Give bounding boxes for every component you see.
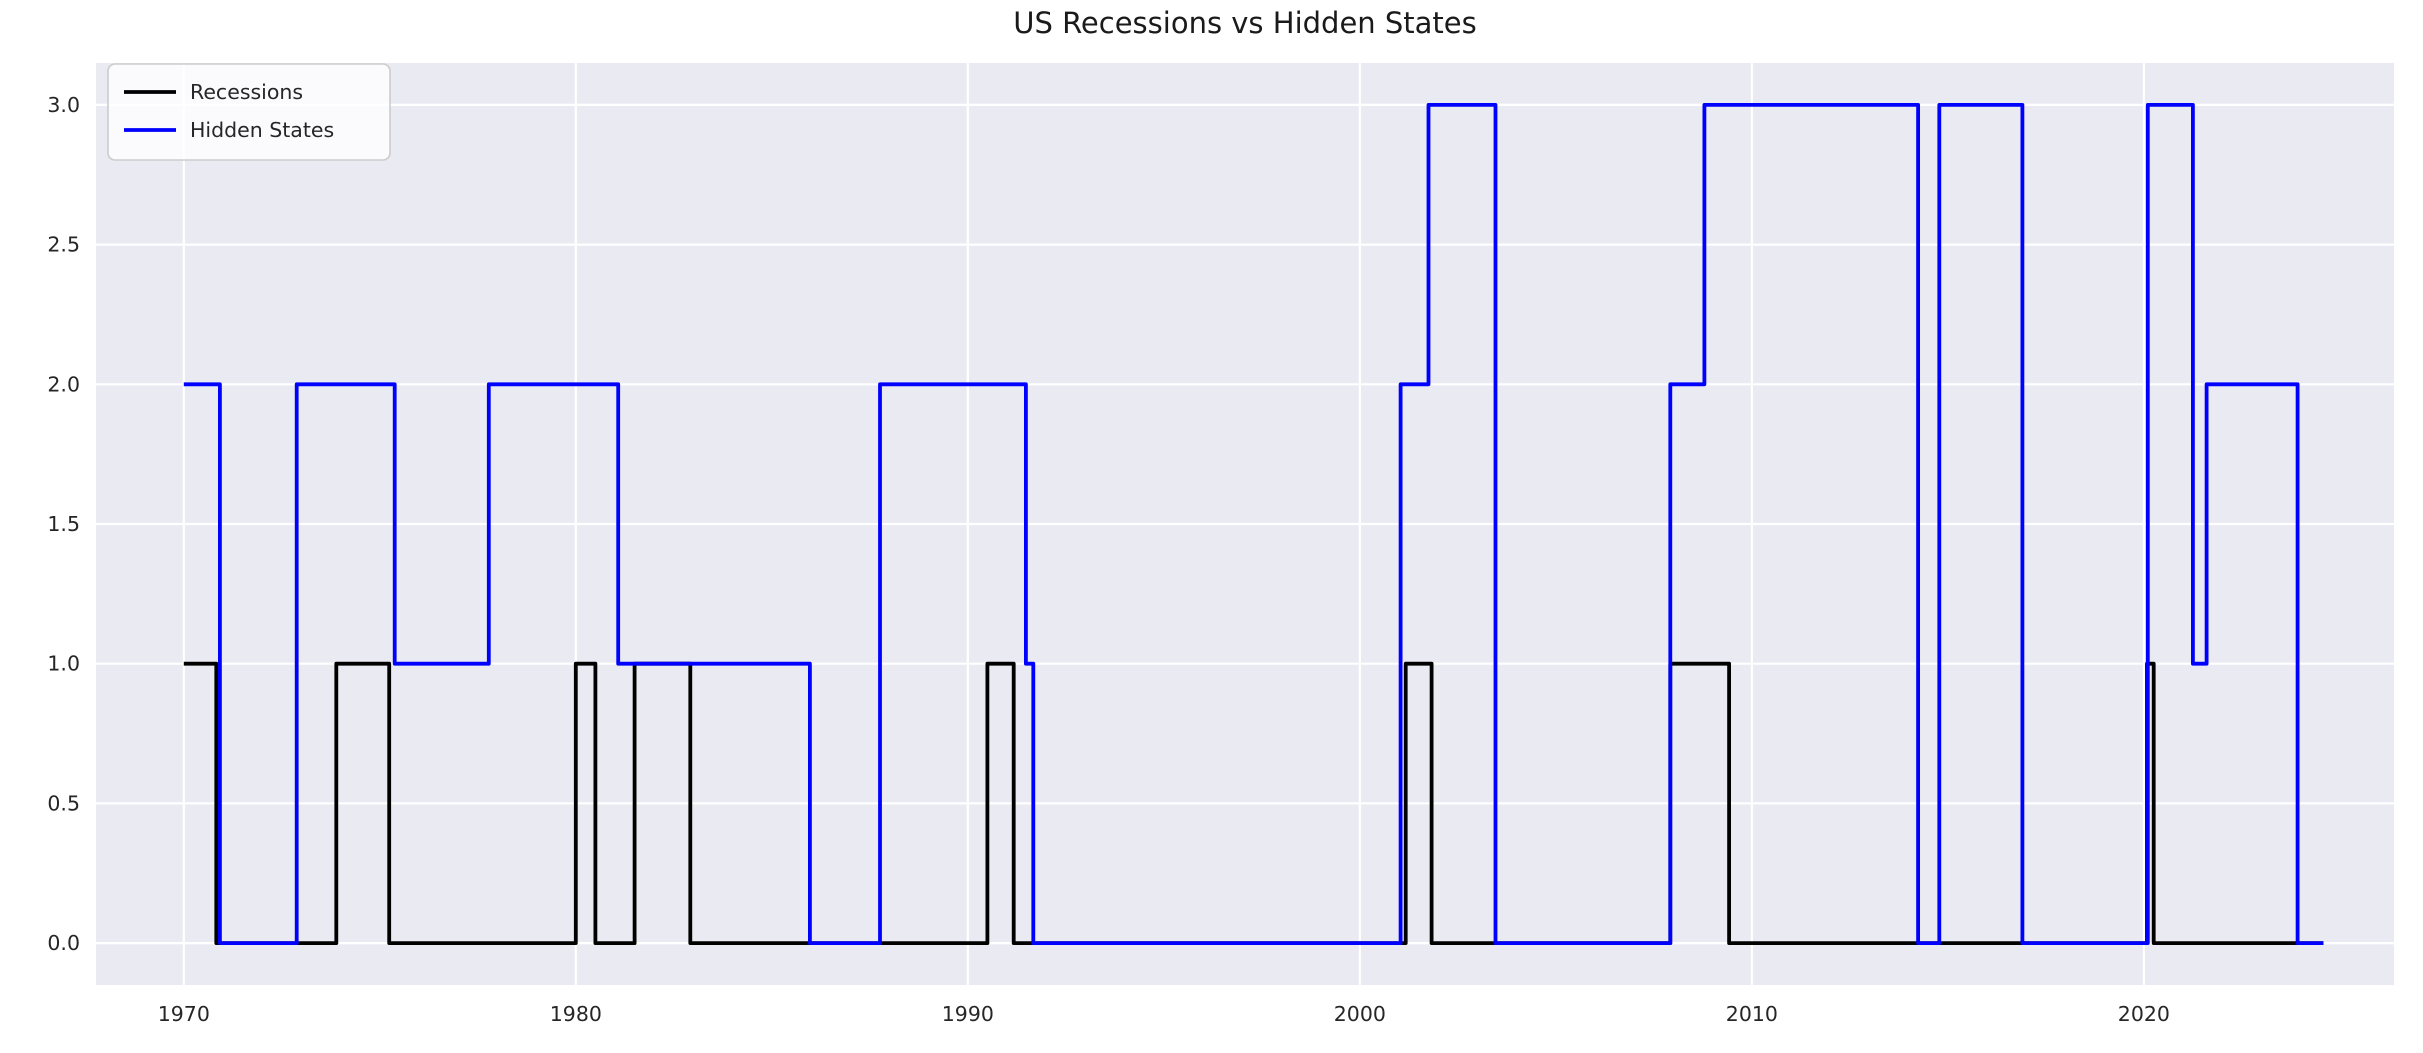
legend-recessions-label: Recessions	[190, 80, 303, 104]
legend-hidden-states-label: Hidden States	[190, 118, 334, 142]
x-tick-label: 2000	[1334, 1002, 1386, 1026]
y-tick-label: 2.0	[47, 372, 80, 396]
y-tick-label: 0.0	[47, 931, 80, 955]
chart-title: US Recessions vs Hidden States	[1013, 6, 1477, 40]
x-tick-label: 1970	[158, 1002, 210, 1026]
y-tick-label: 0.5	[47, 791, 80, 815]
x-tick-label: 2010	[1726, 1002, 1778, 1026]
y-axis-tick-labels: 0.0 0.5 1.0 1.5 2.0 2.5 3.0	[47, 93, 80, 955]
x-tick-label: 2020	[2118, 1002, 2170, 1026]
y-tick-label: 1.5	[47, 512, 80, 536]
series-line-hidden-states	[183, 103, 2324, 945]
x-axis-tick-labels: 1970 1980 1990 2000 2010 2020	[158, 1002, 2170, 1026]
y-tick-label: 2.5	[47, 233, 80, 257]
legend: Recessions Hidden States	[107, 63, 391, 161]
series-lines	[183, 103, 2324, 945]
y-tick-label: 3.0	[47, 93, 80, 117]
x-tick-label: 1990	[942, 1002, 994, 1026]
y-tick-label: 1.0	[47, 652, 80, 676]
x-tick-label: 1980	[550, 1002, 602, 1026]
series-line-recessions	[183, 661, 2324, 945]
legend-box	[107, 63, 391, 161]
